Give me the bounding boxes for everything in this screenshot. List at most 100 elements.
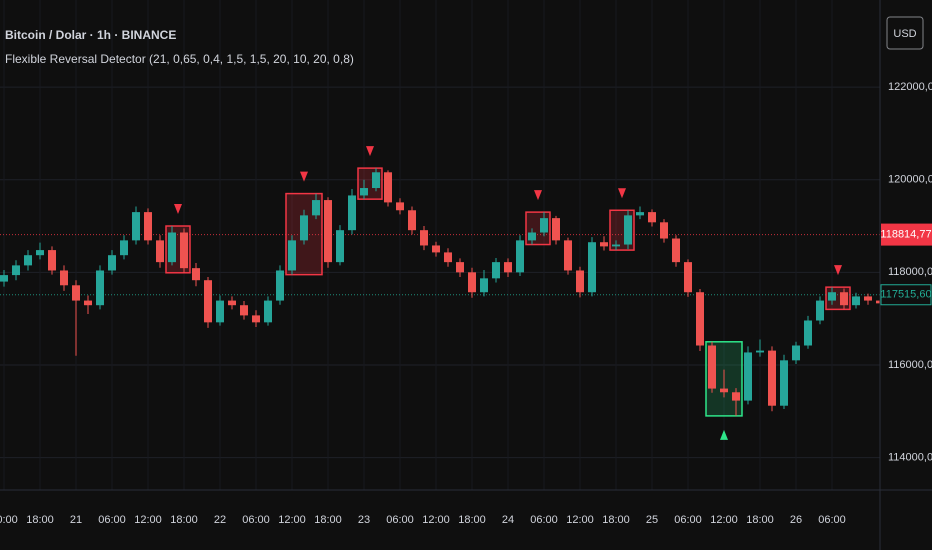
candle-body <box>852 296 860 306</box>
x-tick-label: 18:00 <box>746 514 774 526</box>
candle-body <box>552 218 560 241</box>
x-tick-label: 24 <box>502 514 514 526</box>
candle-body <box>480 278 488 293</box>
candle-body <box>648 212 656 223</box>
candle-body <box>216 300 224 323</box>
candle-body <box>804 320 812 346</box>
x-tick-label: 06:00 <box>818 514 846 526</box>
candle-body <box>816 300 824 321</box>
candle-body <box>288 240 296 271</box>
candle-body <box>312 200 320 216</box>
candle-body <box>660 222 668 239</box>
candle-body <box>600 242 608 247</box>
candle-body <box>828 292 836 301</box>
x-tick-label: 18:00 <box>314 514 342 526</box>
indicator-label: Flexible Reversal Detector (21, 0,65, 0,… <box>5 52 354 66</box>
x-tick-label: 12:00 <box>710 514 738 526</box>
candle-body <box>192 268 200 281</box>
price-label: 118814,77 <box>880 228 931 240</box>
price-label-box <box>881 223 932 246</box>
candle-body <box>0 275 8 282</box>
candle-body <box>84 300 92 306</box>
signal-arrow <box>834 265 842 276</box>
candle-body <box>252 315 260 323</box>
candle-body <box>696 292 704 346</box>
candle-body <box>348 195 356 231</box>
candle-body <box>384 172 392 203</box>
candle-body <box>636 212 644 216</box>
x-tick-label: 06:00 <box>674 514 702 526</box>
candle-body <box>132 212 140 241</box>
y-tick-label: 116000,00 <box>888 359 932 371</box>
x-tick-label: 12:00 <box>278 514 306 526</box>
y-tick-label: 118000,00 <box>888 266 932 278</box>
candle-body <box>612 244 620 247</box>
chart-title: Bitcoin / Dolar · 1h · BINANCE <box>5 28 176 42</box>
currency-button[interactable] <box>886 16 924 50</box>
signal-arrow <box>366 146 374 157</box>
y-tick-label: 120000,00 <box>888 174 932 186</box>
candle-body <box>576 270 584 293</box>
candle-body <box>324 200 332 263</box>
x-tick-label: 00:00 <box>0 514 18 526</box>
candle-body <box>12 265 20 276</box>
candle-body <box>180 232 188 269</box>
candle-body <box>708 345 716 389</box>
x-tick-label: 12:00 <box>566 514 594 526</box>
candle-body <box>108 255 116 271</box>
plot-area <box>0 0 880 490</box>
price-label-box <box>880 284 932 306</box>
candle-body <box>540 218 548 233</box>
y-tick-label: 114000,00 <box>888 451 932 463</box>
signal-arrow <box>174 204 182 215</box>
candle-body <box>60 270 68 286</box>
candle-body <box>684 262 692 293</box>
candle-body <box>444 252 452 263</box>
signal-arrow <box>534 190 542 201</box>
candle-body <box>720 388 728 393</box>
x-tick-label: 06:00 <box>530 514 558 526</box>
candle-body <box>840 292 848 306</box>
candle-body <box>528 232 536 241</box>
candle-body <box>24 255 32 266</box>
candle-body <box>624 215 632 245</box>
candle-body <box>420 230 428 246</box>
candle-body <box>768 350 776 406</box>
x-tick-label: 18:00 <box>458 514 486 526</box>
candle-body <box>372 172 380 189</box>
candle-body <box>564 240 572 271</box>
currency-label[interactable]: USD <box>893 28 916 40</box>
candle-body <box>744 352 752 401</box>
x-tick-label: 18:00 <box>26 514 54 526</box>
x-tick-label: 12:00 <box>422 514 450 526</box>
candle-body <box>792 345 800 361</box>
candle-body <box>228 300 236 306</box>
signal-arrow <box>720 429 728 440</box>
signal-arrow <box>618 188 626 199</box>
candle-body <box>120 240 128 256</box>
candle-body <box>492 262 500 279</box>
candle-body <box>360 188 368 196</box>
x-tick-label: 25 <box>646 514 658 526</box>
candle-body <box>300 215 308 241</box>
candle-body <box>48 250 56 271</box>
y-tick-label: 122000,00 <box>888 81 932 93</box>
candle-body <box>516 240 524 273</box>
candle-body <box>468 272 476 293</box>
x-tick-label: 06:00 <box>242 514 270 526</box>
x-tick-label: 26 <box>790 514 802 526</box>
x-tick-label: 18:00 <box>170 514 198 526</box>
candle-body <box>276 270 284 301</box>
candle-body <box>156 240 164 263</box>
candle-body <box>732 392 740 401</box>
x-tick-label: 06:00 <box>98 514 126 526</box>
candle-body <box>240 305 248 316</box>
x-tick-label: 23 <box>358 514 370 526</box>
candle-body <box>780 360 788 406</box>
candle-body <box>408 210 416 231</box>
candle-body <box>504 262 512 273</box>
candle-body <box>36 250 44 256</box>
